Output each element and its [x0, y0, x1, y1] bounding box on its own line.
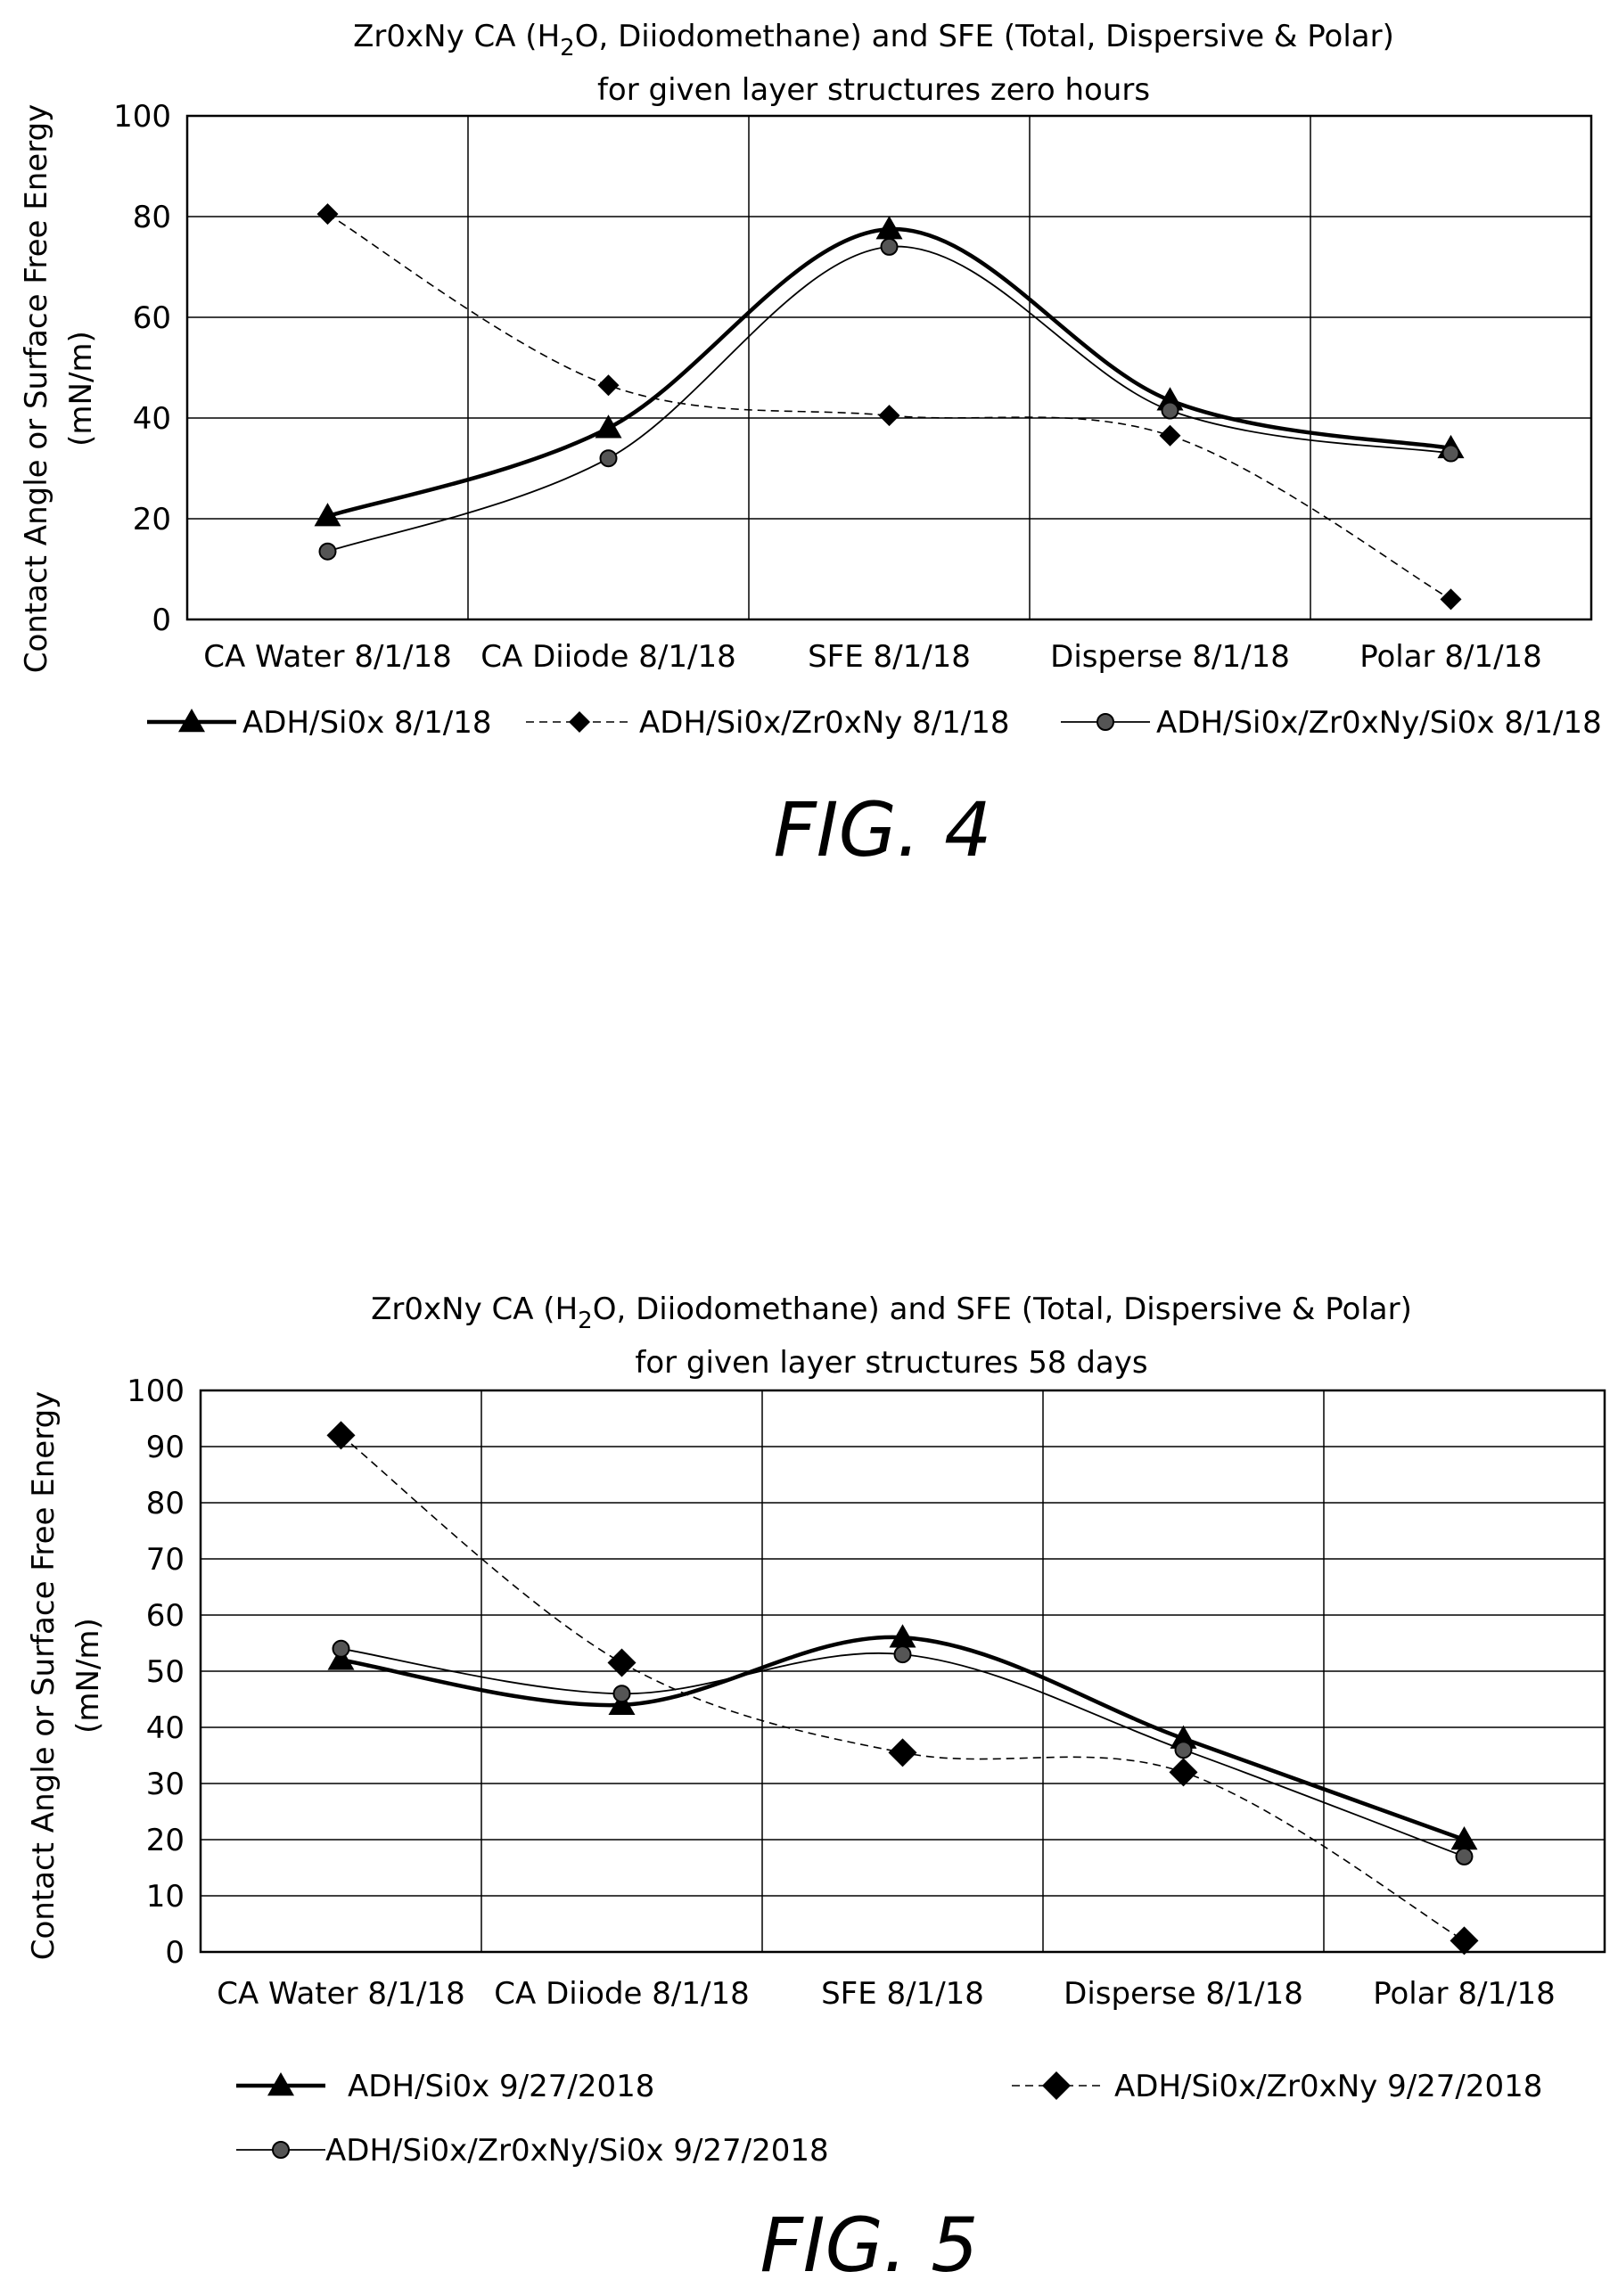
- data-point: [1450, 1926, 1479, 1956]
- y-tick-label: 80: [146, 1486, 185, 1521]
- data-point: [1159, 424, 1181, 447]
- y-tick-label: 0: [165, 1935, 185, 1971]
- y-axis-label-unit: (mN/m): [70, 1618, 106, 1734]
- series-line: [327, 213, 1451, 601]
- chart-fig5: Zr0xNy CA (H2O, Diiodomethane) and SFE (…: [26, 1292, 1606, 2289]
- data-point: [1450, 1826, 1478, 1850]
- data-point: [332, 1639, 350, 1658]
- legend-entry-label: ADH/Si0x/Zr0xNy 9/27/2018: [1114, 2069, 1542, 2104]
- y-tick-label: 40: [133, 401, 171, 437]
- chart-subtitle: for given layer structures zero hours: [597, 72, 1150, 108]
- y-tick-label: 90: [146, 1430, 185, 1465]
- y-tick-label: 100: [113, 99, 171, 135]
- y-tick-label: 80: [133, 200, 171, 235]
- legend-entry-label: ADH/Si0x/Zr0xNy 8/1/18: [639, 705, 1010, 741]
- data-point: [880, 237, 899, 256]
- y-tick-label: 20: [133, 502, 171, 537]
- legend-marker: [178, 709, 205, 733]
- data-point: [608, 1691, 636, 1716]
- x-tick-label: Polar 8/1/18: [1373, 1976, 1556, 2012]
- data-point: [326, 1421, 356, 1450]
- x-tick-label: CA Water 8/1/18: [217, 1976, 465, 2012]
- figure-label: FIG. 4: [773, 786, 991, 873]
- legend-entry-label: ADH/Si0x 8/1/18: [242, 705, 492, 741]
- series-line: [326, 226, 1451, 519]
- data-point: [327, 1646, 355, 1670]
- chart-subtitle: for given layer structures 58 days: [635, 1345, 1147, 1381]
- x-tick-label: SFE 8/1/18: [821, 1976, 984, 2012]
- legend-marker: [272, 2141, 290, 2159]
- legend-marker: [267, 2072, 294, 2096]
- x-tick-label: Disperse 8/1/18: [1064, 1976, 1303, 2012]
- legend-entry-label: ADH/Si0x/Zr0xNy/Si0x 9/27/2018: [325, 2133, 829, 2169]
- legend-marker: [569, 711, 590, 733]
- x-tick-label: SFE 8/1/18: [808, 639, 971, 675]
- data-point: [599, 449, 618, 468]
- data-point: [1441, 444, 1460, 463]
- chart-fig4: Zr0xNy CA (H2O, Diiodomethane) and SFE (…: [19, 19, 1602, 873]
- data-point: [1161, 401, 1179, 420]
- data-point: [612, 1685, 631, 1703]
- y-tick-label: 100: [127, 1374, 185, 1409]
- data-point: [1174, 1741, 1193, 1759]
- data-point: [597, 374, 620, 397]
- y-tick-label: 30: [146, 1767, 185, 1802]
- data-point: [875, 216, 903, 240]
- y-tick-label: 20: [146, 1823, 185, 1858]
- y-tick-label: 60: [146, 1598, 185, 1634]
- data-point: [889, 1624, 916, 1648]
- x-tick-label: Polar 8/1/18: [1359, 639, 1542, 675]
- data-point: [607, 1648, 637, 1677]
- y-tick-label: 10: [146, 1879, 185, 1915]
- chart-title: Zr0xNy CA (H2O, Diiodomethane) and SFE (…: [353, 19, 1394, 62]
- legend-marker: [1096, 713, 1114, 731]
- chart-title: Zr0xNy CA (H2O, Diiodomethane) and SFE (…: [371, 1292, 1412, 1334]
- y-axis-label: Contact Angle or Surface Free Energy: [19, 104, 54, 674]
- data-point: [595, 414, 622, 439]
- series-line: [340, 1434, 1465, 1942]
- data-point: [893, 1645, 912, 1664]
- x-tick-label: CA Water 8/1/18: [203, 639, 452, 675]
- data-point: [318, 542, 337, 561]
- data-point: [1170, 1725, 1197, 1749]
- y-tick-label: 50: [146, 1654, 185, 1690]
- data-point: [314, 503, 341, 527]
- y-axis-label-unit: (mN/m): [63, 331, 99, 447]
- x-tick-label: CA Diiode 8/1/18: [480, 639, 735, 675]
- y-tick-label: 70: [146, 1542, 185, 1578]
- legend-entry-label: ADH/Si0x/Zr0xNy/Si0x 8/1/18: [1156, 705, 1602, 741]
- y-tick-label: 0: [152, 603, 171, 638]
- data-point: [316, 203, 339, 226]
- y-tick-label: 40: [146, 1710, 185, 1746]
- series-line: [327, 245, 1451, 553]
- data-point: [1455, 1847, 1474, 1866]
- x-tick-label: Disperse 8/1/18: [1050, 639, 1290, 675]
- data-point: [1440, 588, 1462, 611]
- data-point: [888, 1738, 917, 1767]
- plot-area: [185, 114, 1593, 621]
- y-tick-label: 60: [133, 300, 171, 336]
- data-point: [1169, 1758, 1198, 1787]
- legend-marker: [1042, 2071, 1071, 2100]
- x-tick-label: CA Diiode 8/1/18: [494, 1976, 749, 2012]
- y-axis-label: Contact Angle or Surface Free Energy: [26, 1391, 62, 1961]
- data-point: [878, 405, 900, 427]
- figure-label: FIG. 5: [760, 2202, 978, 2289]
- legend-entry-label: ADH/Si0x 9/27/2018: [348, 2069, 654, 2104]
